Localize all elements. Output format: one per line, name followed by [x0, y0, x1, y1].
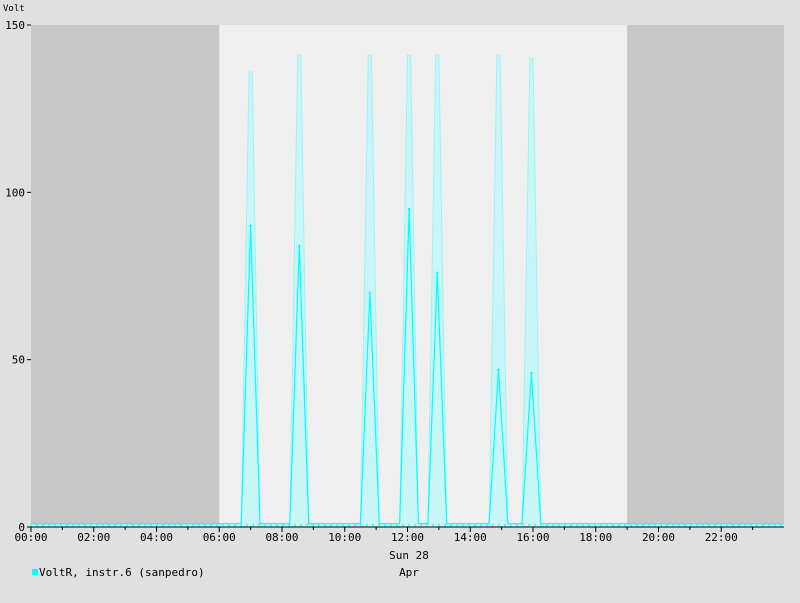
night-band-1: [627, 25, 784, 527]
night-band-0: [31, 25, 220, 527]
x-tick-label-7: 14:00: [454, 531, 487, 544]
x-tick-label-3: 06:00: [203, 531, 236, 544]
y-tick-label-100: 100: [5, 186, 25, 199]
x-tick-label-4: 08:00: [265, 531, 298, 544]
peak-point-5: [497, 368, 500, 371]
x-tick-label-8: 16:00: [516, 531, 549, 544]
x-tick-label-0: 00:00: [14, 531, 47, 544]
y-tick-label-150: 150: [5, 19, 25, 32]
x-tick-label-5: 10:00: [328, 531, 361, 544]
x-tick-label-2: 04:00: [140, 531, 173, 544]
x-tick-label-1: 02:00: [77, 531, 110, 544]
peak-point-0: [249, 224, 252, 227]
legend-swatch: [32, 569, 38, 575]
legend: VoltR, instr.6 (sanpedro): [32, 566, 205, 579]
legend-label: VoltR, instr.6 (sanpedro): [39, 566, 205, 579]
peak-point-4: [436, 271, 439, 274]
day-label: Sun 28: [389, 549, 429, 562]
month-label: Apr: [399, 566, 419, 579]
x-tick-label-6: 12:00: [391, 531, 424, 544]
x-tick-label-11: 22:00: [705, 531, 738, 544]
peak-point-2: [368, 291, 372, 294]
y-tick-label-50: 50: [12, 354, 25, 367]
x-tick-label-9: 18:00: [579, 531, 612, 544]
x-tick-label-10: 20:00: [642, 531, 675, 544]
peak-point-6: [530, 371, 533, 375]
peak-point-1: [298, 244, 301, 248]
y-axis-label: Volt: [3, 4, 25, 14]
peak-point-3: [407, 207, 411, 211]
max-area: [31, 55, 784, 527]
y-tick-label-0: 0: [18, 521, 25, 534]
axes: 0 50 100 150 00:00 02:00 04:00 06:00 08:00 10:00 1…: [5, 19, 784, 544]
series-voltr: [30, 54, 784, 527]
